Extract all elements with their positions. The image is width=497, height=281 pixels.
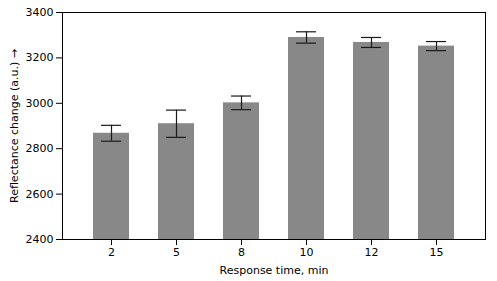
svg-text:2: 2	[108, 246, 115, 259]
svg-text:2800: 2800	[26, 142, 54, 155]
svg-text:2600: 2600	[26, 188, 54, 201]
svg-text:5: 5	[173, 246, 180, 259]
svg-text:2400: 2400	[26, 233, 54, 246]
svg-text:8: 8	[238, 246, 245, 259]
svg-text:15: 15	[430, 246, 444, 259]
svg-text:Response time, min: Response time, min	[220, 264, 329, 277]
svg-text:Reflectance change (a.u.) →: Reflectance change (a.u.) →	[8, 49, 21, 203]
svg-text:10: 10	[300, 246, 314, 259]
svg-text:3000: 3000	[26, 97, 54, 110]
svg-text:3400: 3400	[26, 6, 54, 19]
svg-text:12: 12	[365, 246, 379, 259]
svg-text:3200: 3200	[26, 51, 54, 64]
